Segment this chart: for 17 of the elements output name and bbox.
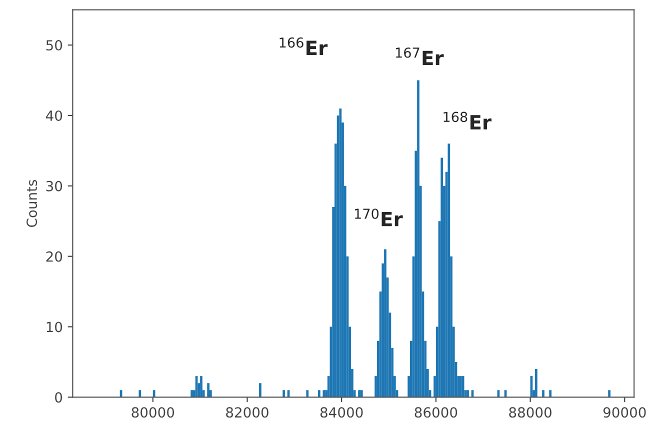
y-tick-label: 40 (46, 110, 62, 121)
y-tick-label: 10 (46, 322, 62, 332)
y-tick-label: 20 (46, 251, 62, 262)
annotation: $^{167}$Er (396, 47, 444, 66)
y-tick-label: 30 (46, 180, 62, 192)
y-axis-title: Counts (26, 180, 38, 227)
x-tick-label: 82000 (226, 407, 268, 418)
y-tick-label: 50 (46, 40, 62, 51)
x-tick-label: 90000 (603, 407, 646, 418)
x-tick-label: 80000 (132, 407, 174, 418)
annotation: $^{166}$Er (280, 37, 328, 55)
annotation: $^{168}$Er (444, 112, 492, 130)
annotation: $^{170}$Er (354, 208, 403, 226)
x-tick-label: 84000 (320, 407, 363, 418)
x-tick-label: 88000 (509, 407, 552, 418)
y-tick-label: 0 (55, 392, 62, 403)
x-tick-label: 86000 (414, 407, 458, 418)
